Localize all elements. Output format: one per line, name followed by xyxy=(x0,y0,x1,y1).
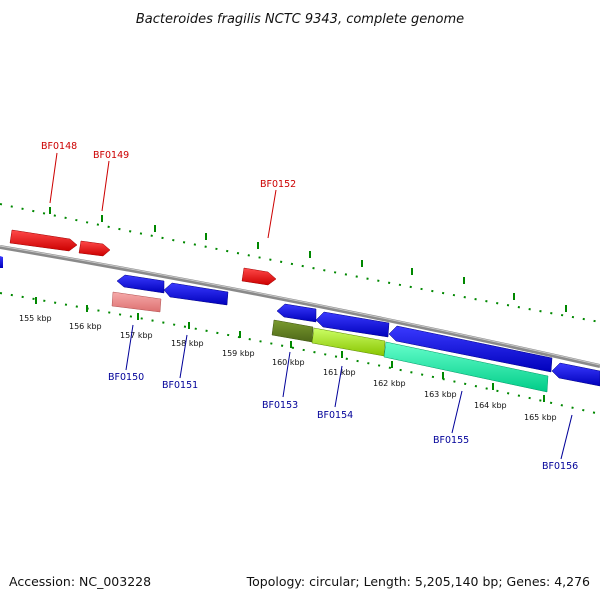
gene-bf0153a[interactable] xyxy=(276,303,317,323)
gene-label-bf0149[interactable]: BF0149 xyxy=(93,150,129,161)
gene-bf0153[interactable] xyxy=(271,319,314,343)
reverse-major-ticks xyxy=(35,297,545,402)
genome-backbone-highlight xyxy=(0,245,600,366)
scale-label: 165 kbp xyxy=(524,413,557,422)
topology-text: Topology: circular; Length: 5,205,140 bp… xyxy=(246,574,590,589)
gene-label-bf0151[interactable]: BF0151 xyxy=(162,380,198,391)
gene-label-bf0150[interactable]: BF0150 xyxy=(108,372,144,383)
scale-label: 155 kbp xyxy=(19,314,52,323)
reverse-gene-labels: BF0150 BF0151 BF0153 BF0154 BF0155 BF015… xyxy=(108,372,578,472)
scale-label: 157 kbp xyxy=(120,331,153,340)
gene-bf0149[interactable] xyxy=(78,240,111,257)
gene-label-bf0152[interactable]: BF0152 xyxy=(260,179,296,190)
forward-major-ticks xyxy=(49,207,567,312)
forward-gene-labels: BF0148 BF0149 BF0152 xyxy=(41,141,296,190)
scale-label: 156 kbp xyxy=(69,322,102,331)
gene-bf0151a[interactable] xyxy=(116,274,165,294)
gene-bf0152[interactable] xyxy=(241,267,277,286)
scale-label: 159 kbp xyxy=(222,349,255,358)
gene-label-bf0156[interactable]: BF0156 xyxy=(542,461,578,472)
gene-label-bf0155[interactable]: BF0155 xyxy=(433,435,469,446)
gene-bf0154a[interactable] xyxy=(315,311,390,338)
scale-label: 158 kbp xyxy=(171,339,204,348)
reverse-leaders xyxy=(125,324,573,460)
gene-bf0150[interactable] xyxy=(111,291,162,313)
scale-label: 161 kbp xyxy=(323,368,356,377)
gene-bf0156[interactable] xyxy=(551,362,600,387)
scale-labels: 155 kbp 156 kbp 157 kbp 158 kbp 159 kbp … xyxy=(19,314,557,422)
map-title: Bacteroides fragilis NCTC 9343, complete… xyxy=(136,12,464,27)
scale-label: 162 kbp xyxy=(373,379,406,388)
gene-label-bf0148[interactable]: BF0148 xyxy=(41,141,77,152)
gene-bf0155a[interactable] xyxy=(388,325,553,373)
gene-partial-left[interactable] xyxy=(0,256,3,268)
scale-label: 163 kbp xyxy=(424,390,457,399)
gene-bf0155[interactable] xyxy=(383,341,549,393)
gene-bf0151[interactable] xyxy=(163,282,229,306)
gene-label-bf0153[interactable]: BF0153 xyxy=(262,400,298,411)
gene-bf0148[interactable] xyxy=(9,229,78,252)
accession-text: Accession: NC_003228 xyxy=(9,574,151,589)
forward-leaders xyxy=(49,152,277,239)
genome-backbone xyxy=(0,245,600,368)
gene-label-bf0154[interactable]: BF0154 xyxy=(317,410,353,421)
scale-label: 164 kbp xyxy=(474,401,507,410)
